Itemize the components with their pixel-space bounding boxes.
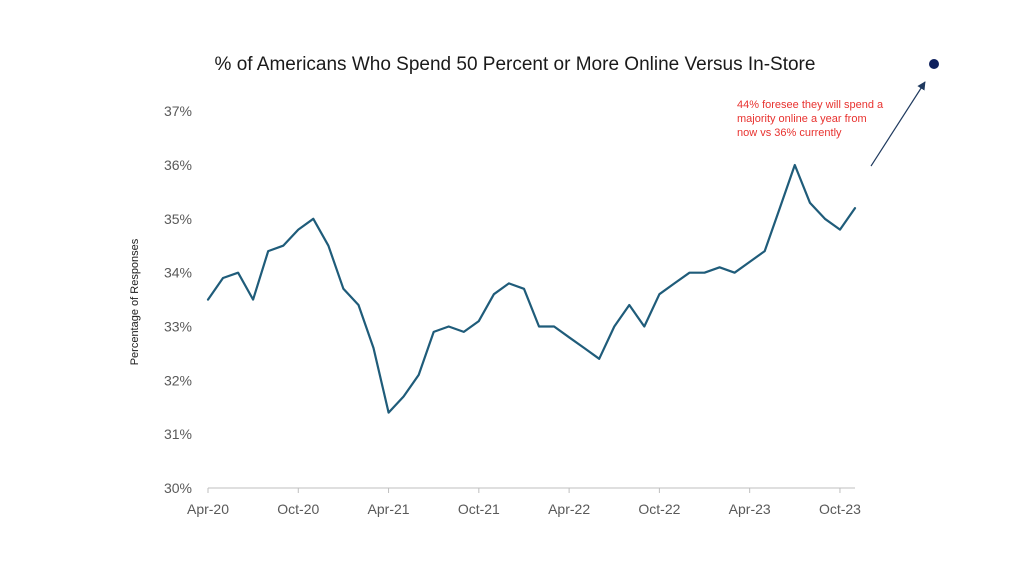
annotation-text: majority online a year from xyxy=(737,113,867,125)
x-axis: Apr-20 Oct-20 Apr-21 Oct-21 Apr-22 Oct-22 Apr-… xyxy=(187,487,861,517)
y-tick-label: 30% xyxy=(164,480,192,496)
x-tick-label: Oct-21 xyxy=(458,501,500,517)
x-tick-label: Apr-21 xyxy=(368,501,410,517)
x-tick-label: Apr-23 xyxy=(729,501,771,517)
y-tick-label: 31% xyxy=(164,426,192,442)
annotation-arrow xyxy=(870,81,926,167)
series-line xyxy=(206,163,857,414)
plot-area xyxy=(206,163,857,414)
x-tick-label: Apr-20 xyxy=(187,501,229,517)
y-tick-label: 32% xyxy=(164,372,192,388)
x-tick-label: Oct-20 xyxy=(277,501,319,517)
y-axis: 30% 31% 32% 33% 34% 35% 36% 37% xyxy=(164,103,192,496)
annotation-text: 44% foresee they will spend a xyxy=(737,99,884,111)
annotation: 44% foresee they will spend a majority on… xyxy=(737,59,939,167)
y-tick-label: 34% xyxy=(164,265,192,281)
y-tick-label: 37% xyxy=(164,103,192,119)
x-tick-label: Oct-23 xyxy=(819,501,861,517)
x-tick-label: Apr-22 xyxy=(548,501,590,517)
y-tick-label: 36% xyxy=(164,157,192,173)
projection-point xyxy=(929,59,939,69)
y-tick-label: 33% xyxy=(164,318,192,334)
y-tick-label: 35% xyxy=(164,211,192,227)
x-tick-label: Oct-22 xyxy=(638,501,680,517)
y-axis-label: Percentage of Responses xyxy=(129,238,141,365)
chart-title: % of Americans Who Spend 50 Percent or M… xyxy=(215,54,816,75)
annotation-text: now vs 36% currently xyxy=(737,127,842,139)
